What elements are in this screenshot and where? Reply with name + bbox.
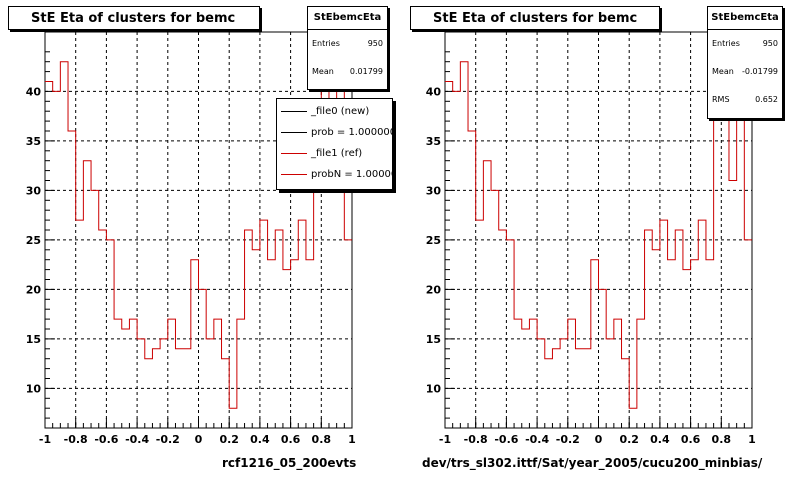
legend-entry-probn: probN = 1.000000 — [277, 164, 392, 185]
left-x-tick-label: 0.4 — [250, 433, 270, 446]
left-x-tick-label: 1 — [348, 433, 356, 446]
right-x-tick-label: 0.2 — [619, 433, 639, 446]
left-x-tick-label: 0 — [195, 433, 203, 446]
right-y-tick-label: 15 — [426, 333, 441, 346]
left-x-tick-label: -1 — [39, 433, 51, 446]
left-file-label: rcf1216_05_200evts — [222, 456, 357, 470]
legend-swatch-file1 — [281, 153, 307, 154]
right-stats-row-mean: Mean -0.01799 — [708, 58, 782, 86]
right-stats-entries-label: Entries — [712, 39, 740, 48]
right-y-tick-label: 10 — [426, 382, 442, 395]
left-stats-row-mean: Mean 0.01799 — [308, 58, 387, 86]
right-stats-rms-label: RMS — [712, 95, 730, 104]
left-stats-entries-value: 950 — [367, 39, 383, 48]
left-stats-box: StEbemcEta Entries 950 Mean 0.01799 — [307, 6, 388, 90]
left-stats-name: StEbemcEta — [308, 7, 387, 30]
right-stats-row-rms: RMS 0.652 — [708, 86, 782, 114]
left-stats-row-entries: Entries 950 — [308, 30, 387, 58]
legend-entry-file1: _file1 (ref) — [277, 143, 392, 164]
legend-swatch-prob — [281, 132, 307, 133]
right-stats-name: StEbemcEta — [708, 7, 782, 30]
left-x-tick-label: -0.4 — [125, 433, 149, 446]
right-x-tick-label: -0.8 — [464, 433, 488, 446]
left-stats-mean-value: 0.01799 — [349, 67, 383, 76]
right-title-text: StE Eta of clusters for bemc — [433, 10, 638, 26]
right-histogram-title: StE Eta of clusters for bemc — [410, 6, 660, 30]
left-x-tick-label: 0.6 — [281, 433, 301, 446]
right-stats-mean-label: Mean — [712, 67, 734, 76]
right-stats-mean-value: -0.01799 — [742, 67, 778, 76]
left-y-tick-label: 40 — [26, 85, 42, 98]
legend-swatch-file0 — [281, 111, 307, 112]
left-x-tick-label: 0.8 — [312, 433, 332, 446]
right-histogram-series-0 — [445, 61, 752, 409]
right-y-tick-label: 35 — [426, 135, 441, 148]
legend-swatch-probn — [281, 174, 307, 175]
right-stats-rms-value: 0.652 — [755, 95, 778, 104]
legend-entry-file0: _file0 (new) — [277, 101, 392, 122]
legend-label-file0: _file0 (new) — [311, 106, 370, 117]
legend-label-file1: _file1 (ref) — [311, 148, 363, 159]
right-stats-entries-value: 950 — [762, 39, 778, 48]
left-y-tick-label: 30 — [26, 184, 42, 197]
right-x-tick-label: -1 — [439, 433, 451, 446]
right-x-tick-label: 0.6 — [681, 433, 701, 446]
left-y-tick-label: 35 — [26, 135, 41, 148]
left-y-tick-label: 15 — [26, 333, 41, 346]
left-y-tick-label: 25 — [26, 234, 41, 247]
left-stats-entries-label: Entries — [312, 39, 340, 48]
right-y-tick-label: 30 — [426, 184, 442, 197]
left-y-tick-label: 10 — [26, 382, 42, 395]
left-x-tick-label: -0.6 — [94, 433, 118, 446]
legend-label-prob: prob = 1.000000 — [311, 127, 393, 138]
left-legend: _file0 (new) prob = 1.000000 _file1 (ref… — [276, 98, 393, 190]
left-y-tick-label: 20 — [26, 283, 42, 296]
right-x-tick-label: -0.2 — [556, 433, 580, 446]
right-x-tick-label: 0 — [595, 433, 603, 446]
right-y-tick-label: 25 — [426, 234, 441, 247]
legend-label-probn: probN = 1.000000 — [311, 169, 392, 180]
right-file-label: dev/trs_sl302.ittf/Sat/year_2005/cucu200… — [422, 456, 763, 470]
left-x-tick-label: -0.8 — [64, 433, 88, 446]
left-title-text: StE Eta of clusters for bemc — [31, 10, 236, 26]
right-x-tick-label: 0.8 — [712, 433, 732, 446]
left-x-tick-label: -0.2 — [156, 433, 180, 446]
right-stats-box: StEbemcEta Entries 950 Mean -0.01799 RMS… — [707, 6, 783, 119]
left-stats-mean-label: Mean — [312, 67, 334, 76]
right-y-tick-label: 20 — [426, 283, 442, 296]
left-x-tick-label: 0.2 — [219, 433, 239, 446]
right-x-tick-label: 1 — [748, 433, 756, 446]
right-x-tick-label: -0.6 — [494, 433, 518, 446]
legend-entry-prob: prob = 1.000000 — [277, 122, 392, 143]
left-histogram-series-0 — [45, 61, 352, 409]
right-x-tick-label: 0.4 — [650, 433, 670, 446]
right-stats-row-entries: Entries 950 — [708, 30, 782, 58]
right-x-tick-label: -0.4 — [525, 433, 549, 446]
right-y-tick-label: 40 — [426, 85, 442, 98]
left-histogram-title: StE Eta of clusters for bemc — [8, 6, 260, 30]
